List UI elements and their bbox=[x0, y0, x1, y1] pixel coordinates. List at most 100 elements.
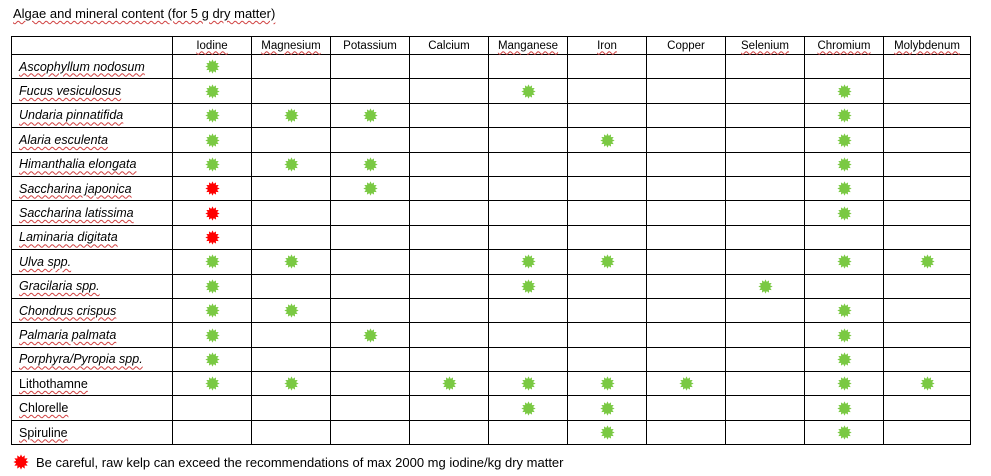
table-cell bbox=[251, 102, 331, 129]
table-cell bbox=[409, 127, 489, 153]
table-cell bbox=[488, 200, 568, 226]
table-cell bbox=[725, 78, 805, 104]
table-cell bbox=[172, 273, 252, 299]
table-cell bbox=[646, 297, 726, 324]
table-cell bbox=[804, 371, 884, 397]
table-cell bbox=[567, 346, 647, 373]
table-cell bbox=[409, 273, 489, 299]
green-star-icon bbox=[599, 254, 615, 270]
table-row: Lithothamne bbox=[11, 371, 971, 397]
table-cell bbox=[804, 297, 884, 324]
green-star-icon bbox=[836, 108, 852, 123]
table-cell bbox=[488, 249, 568, 275]
table-cell bbox=[172, 127, 252, 153]
table-row: Porphyra/Pyropia spp. bbox=[11, 346, 971, 373]
table-cell bbox=[251, 151, 331, 177]
table-cell bbox=[725, 249, 805, 275]
green-star-icon bbox=[204, 376, 220, 392]
table-cell bbox=[488, 297, 568, 324]
green-star-icon bbox=[204, 157, 220, 172]
table-cell bbox=[172, 53, 252, 80]
table-cell bbox=[725, 127, 805, 153]
table-cell bbox=[409, 297, 489, 324]
table-cell bbox=[172, 419, 252, 446]
green-star-icon bbox=[204, 59, 220, 74]
table-cell bbox=[646, 395, 726, 421]
table-cell bbox=[409, 102, 489, 129]
green-star-icon bbox=[678, 376, 694, 392]
green-star-icon bbox=[599, 132, 615, 148]
table-cell bbox=[646, 249, 726, 275]
table-row: Ulva spp. bbox=[11, 249, 971, 275]
green-star-icon bbox=[520, 401, 536, 416]
row-label: Lithothamne bbox=[11, 371, 173, 397]
table-cell bbox=[488, 224, 568, 251]
table-cell bbox=[330, 297, 410, 324]
table-cell bbox=[409, 175, 489, 202]
table-cell bbox=[251, 322, 331, 348]
table-cell bbox=[725, 395, 805, 421]
table-cell bbox=[725, 53, 805, 80]
green-star-icon bbox=[204, 132, 220, 148]
red-star-icon bbox=[204, 206, 220, 221]
green-star-icon bbox=[204, 303, 220, 318]
table-cell bbox=[883, 78, 971, 104]
table-cell bbox=[725, 224, 805, 251]
table-cell bbox=[646, 127, 726, 153]
column-header: Manganese bbox=[488, 36, 568, 55]
table-cell bbox=[172, 371, 252, 397]
table-cell bbox=[646, 102, 726, 129]
table-cell bbox=[409, 53, 489, 80]
table-cell bbox=[409, 395, 489, 421]
green-star-icon bbox=[836, 206, 852, 221]
column-header: Molybdenum bbox=[883, 36, 971, 55]
table-cell bbox=[804, 273, 884, 299]
table-cell bbox=[804, 346, 884, 373]
row-label: Saccharina latissima bbox=[11, 200, 173, 226]
green-star-icon bbox=[204, 328, 220, 343]
table-cell bbox=[330, 322, 410, 348]
table-cell bbox=[251, 371, 331, 397]
title-text: Algae and mineral content (for 5 g dry m… bbox=[13, 6, 276, 21]
row-label: Chondrus crispus bbox=[11, 297, 173, 324]
table-cell bbox=[725, 200, 805, 226]
corner-cell bbox=[11, 36, 173, 55]
table-cell bbox=[488, 53, 568, 80]
table-cell bbox=[172, 102, 252, 129]
table-row: Saccharina latissima bbox=[11, 200, 971, 226]
green-star-icon bbox=[836, 132, 852, 148]
table-cell bbox=[409, 371, 489, 397]
table-cell bbox=[804, 322, 884, 348]
table-cell bbox=[488, 151, 568, 177]
table-cell bbox=[646, 151, 726, 177]
table-cell bbox=[330, 419, 410, 446]
red-star-icon bbox=[204, 181, 220, 196]
row-label: Undaria pinnatifida bbox=[11, 102, 173, 129]
table-cell bbox=[883, 127, 971, 153]
table-cell bbox=[330, 78, 410, 104]
column-header: Chromium bbox=[804, 36, 884, 55]
table-cell bbox=[488, 127, 568, 153]
table-cell bbox=[725, 151, 805, 177]
row-label: Ulva spp. bbox=[11, 249, 173, 275]
row-label: Gracilaria spp. bbox=[11, 273, 173, 299]
table-row: Alaria esculenta bbox=[11, 127, 971, 153]
table-cell bbox=[725, 273, 805, 299]
mineral-table: Iodine Magnesium Potassium Calcium Manga… bbox=[11, 36, 971, 446]
table-cell bbox=[409, 200, 489, 226]
table-cell bbox=[488, 102, 568, 129]
table-cell bbox=[488, 175, 568, 202]
table-cell bbox=[883, 224, 971, 251]
table-cell bbox=[883, 175, 971, 202]
table-cell bbox=[330, 249, 410, 275]
table-cell bbox=[251, 346, 331, 373]
row-label: Ascophyllum nodosum bbox=[11, 53, 173, 80]
table-cell bbox=[567, 419, 647, 446]
table-cell bbox=[883, 371, 971, 397]
green-star-icon bbox=[599, 425, 615, 440]
table-cell bbox=[172, 200, 252, 226]
table-cell bbox=[330, 224, 410, 251]
table-row: Ascophyllum nodosum bbox=[11, 53, 971, 80]
table-cell bbox=[646, 224, 726, 251]
table-cell bbox=[251, 224, 331, 251]
